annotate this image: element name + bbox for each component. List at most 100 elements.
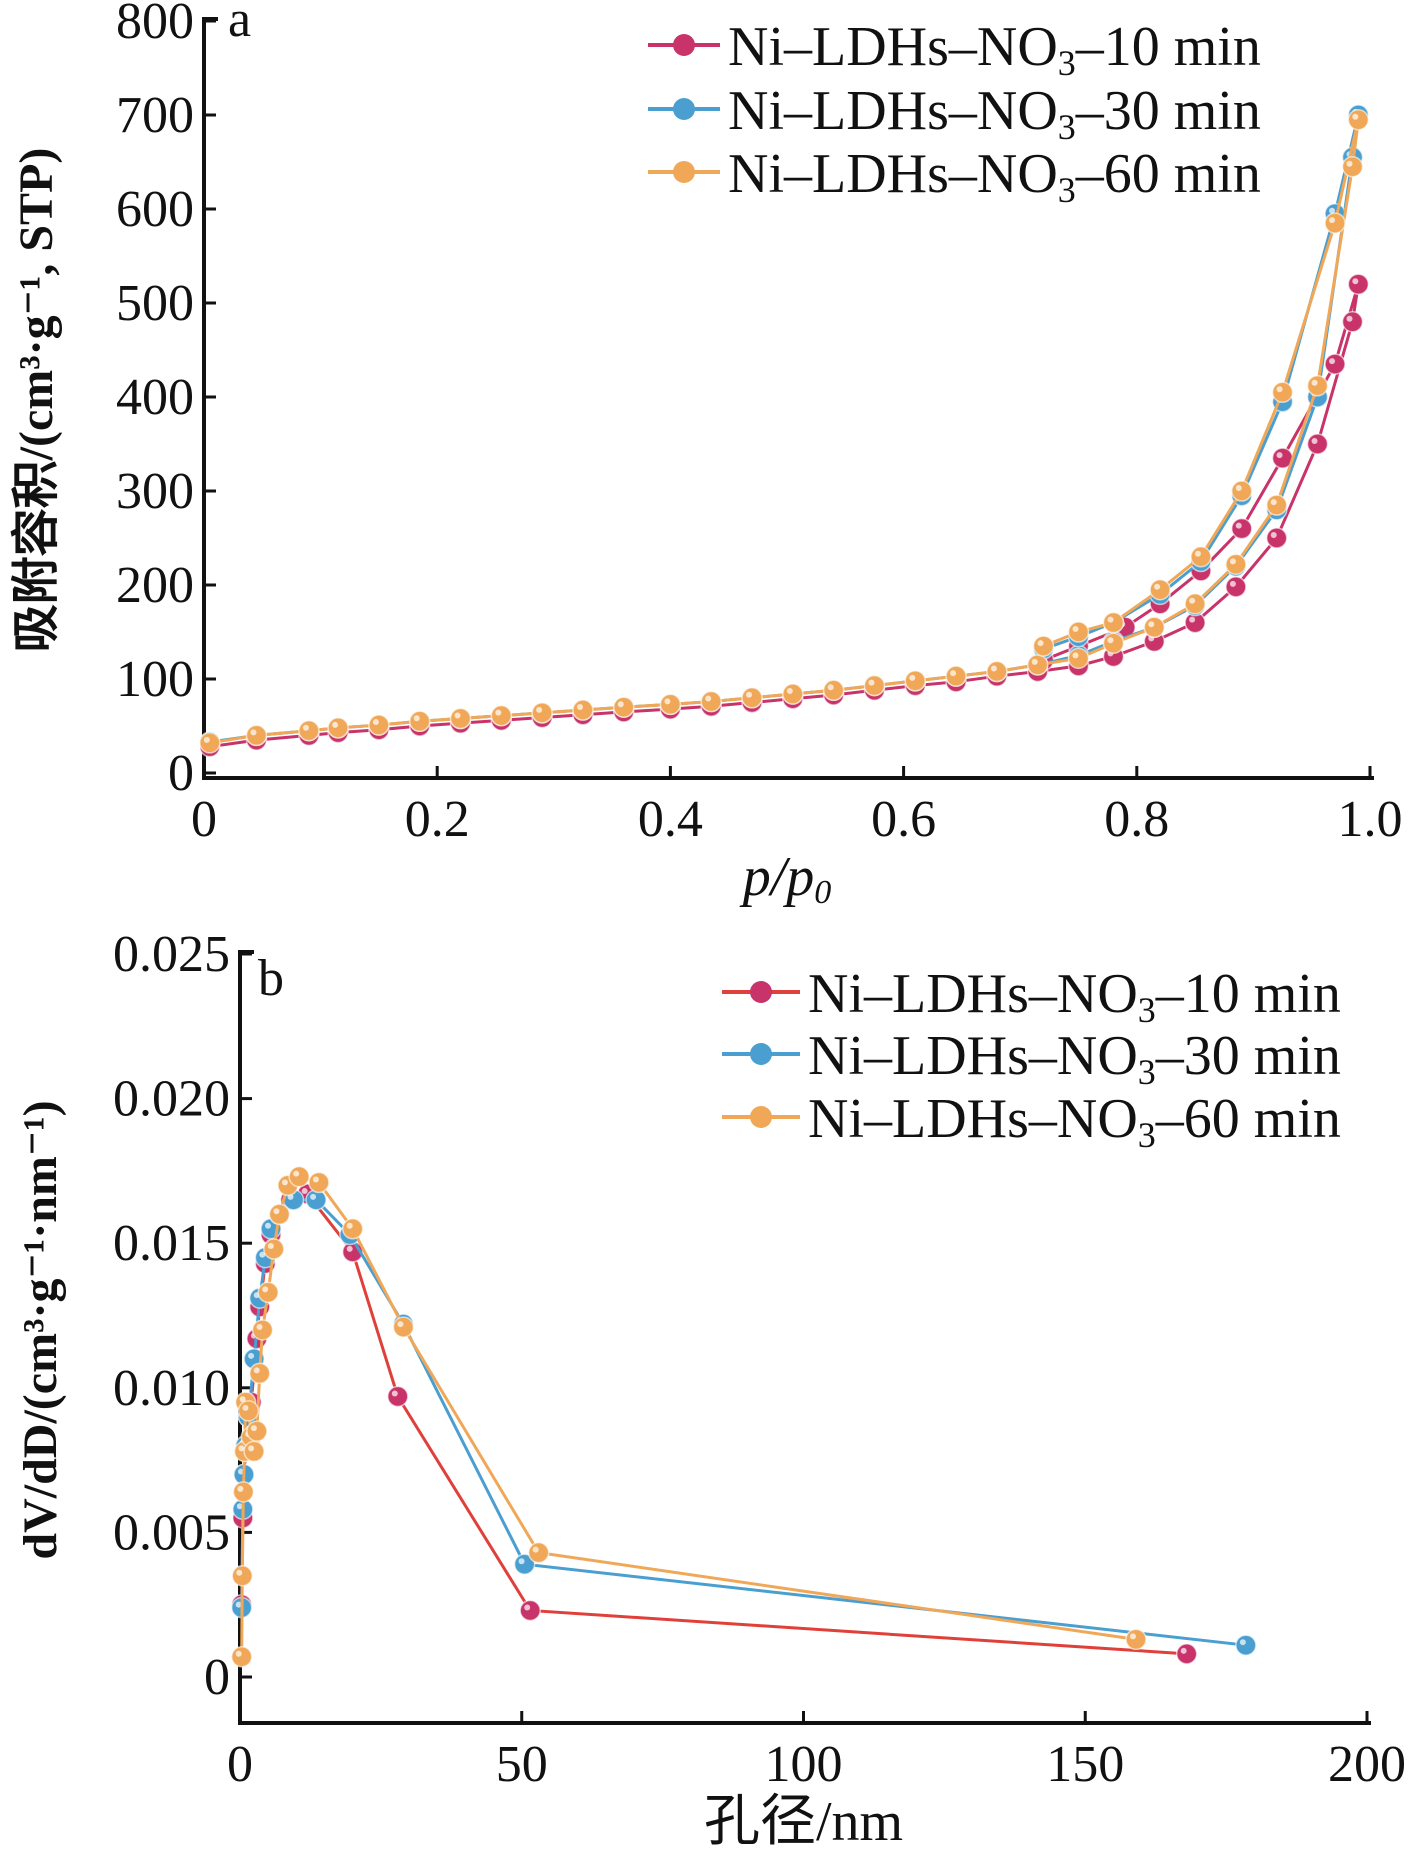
data-point <box>199 732 221 754</box>
data-point-highlight <box>1194 550 1201 557</box>
y-tick-label: 600 <box>116 181 194 238</box>
y-tick-label: 0 <box>168 745 194 802</box>
data-point-highlight <box>1229 580 1236 587</box>
data-point-highlight <box>238 1445 245 1452</box>
legend-marker <box>673 161 695 183</box>
data-point <box>1102 611 1125 634</box>
data-point-highlight <box>576 704 583 711</box>
data-point-highlight <box>346 1222 353 1229</box>
data-point <box>392 1316 415 1338</box>
data-point <box>1143 616 1166 639</box>
data-point-highlight <box>1311 379 1318 386</box>
x-tick-label: 150 <box>1046 1736 1124 1793</box>
x-tick-label: 1.0 <box>1338 791 1403 848</box>
data-point-highlight <box>262 1286 269 1293</box>
data-point <box>449 707 472 730</box>
y-tick-label: 700 <box>116 87 194 144</box>
data-point-highlight <box>281 1179 288 1186</box>
series-line <box>209 114 1360 744</box>
data-point <box>248 1362 271 1385</box>
data-point-highlight <box>237 1485 244 1492</box>
data-point <box>1067 647 1090 670</box>
data-point <box>230 1646 253 1668</box>
data-point-highlight <box>372 719 379 726</box>
data-point-highlight <box>1189 616 1196 623</box>
data-point-highlight <box>1346 315 1353 322</box>
x-tick-label: 0.8 <box>1104 791 1169 848</box>
data-point-highlight <box>524 1604 531 1611</box>
data-point-highlight <box>236 1503 243 1510</box>
data-point-highlight <box>293 1170 300 1177</box>
data-point <box>1271 381 1294 404</box>
y-tick-label: 0.010 <box>113 1360 230 1417</box>
data-point <box>408 710 431 733</box>
y-axis-label: 吸附容积/(cm³·g⁻¹, STP) <box>10 148 63 653</box>
data-point <box>1265 527 1288 549</box>
x-tick-label: 0.4 <box>638 791 703 848</box>
data-point <box>268 1203 291 1226</box>
y-tick-label: 400 <box>116 369 194 426</box>
series-ni-ldhs-no3-60-min <box>230 1165 1147 1668</box>
data-point-highlight <box>1154 583 1161 590</box>
data-point-highlight <box>1031 658 1038 665</box>
data-point-highlight <box>250 1425 257 1432</box>
data-point-highlight <box>1352 278 1359 285</box>
data-point-highlight <box>1276 452 1283 459</box>
x-tick-label: 0 <box>227 1736 253 1793</box>
series-line <box>240 1175 1137 1657</box>
legend-entry: Ni–LDHs–NO3–10 min <box>648 16 1261 83</box>
panel-label: a <box>228 0 251 48</box>
data-point <box>1225 553 1247 576</box>
data-point-highlight <box>827 684 834 691</box>
data-point <box>1265 494 1288 516</box>
data-point-highlight <box>536 706 543 713</box>
data-point-highlight <box>312 1176 319 1183</box>
data-point-highlight <box>310 1193 317 1200</box>
data-point-highlight <box>391 1390 398 1397</box>
data-point-highlight <box>259 1251 266 1258</box>
data-point-highlight <box>248 1352 255 1359</box>
legend-label: Ni–LDHs–NO3–10 min <box>728 16 1261 83</box>
panel-b-pore-size-distribution: 0 0.005 0.010 0.015 0.020 0.025 0 50 100 150 200 b d… <box>14 926 1406 1853</box>
data-point <box>1324 353 1346 375</box>
legend-entry: Ni–LDHs–NO3–30 min <box>722 1025 1341 1092</box>
data-point-highlight <box>990 665 997 672</box>
y-tick-label: 0.020 <box>113 1071 230 1128</box>
legend-entry: Ni–LDHs–NO3–60 min <box>722 1088 1341 1155</box>
data-point <box>288 1165 310 1188</box>
data-point <box>232 1481 255 1503</box>
data-point <box>572 699 594 721</box>
data-point-highlight <box>242 1404 249 1411</box>
legend-label: Ni–LDHs–NO3–60 min <box>728 143 1261 210</box>
data-point-highlight <box>617 701 624 708</box>
series-line <box>240 1198 1247 1647</box>
data-point-highlight <box>786 688 793 695</box>
data-point-highlight <box>302 724 309 731</box>
y-tick-label: 500 <box>116 275 194 332</box>
data-point <box>1184 593 1206 615</box>
data-point-highlight <box>1148 621 1155 628</box>
data-point <box>1125 1628 1147 1651</box>
data-point <box>700 690 722 713</box>
data-point <box>387 1385 409 1408</box>
y-tick-label: 0.005 <box>113 1504 230 1561</box>
data-point-highlight <box>705 695 712 702</box>
data-point <box>263 1238 285 1260</box>
data-point-highlight <box>950 670 957 677</box>
x-tick-label: 0.2 <box>405 791 470 848</box>
data-point <box>822 679 845 702</box>
data-point <box>782 683 804 705</box>
data-point-highlight <box>868 679 875 686</box>
data-point-highlight <box>1270 499 1277 506</box>
series-line <box>209 119 1360 745</box>
data-point <box>231 1565 254 1587</box>
data-point-highlight <box>413 715 420 722</box>
series-line <box>209 283 1360 749</box>
data-point-highlight <box>332 721 339 728</box>
data-point <box>1230 480 1253 502</box>
legend-marker <box>673 34 695 56</box>
data-point-highlight <box>397 1321 404 1328</box>
data-point <box>298 719 320 742</box>
legend-label: Ni–LDHs–NO3–30 min <box>728 80 1261 147</box>
